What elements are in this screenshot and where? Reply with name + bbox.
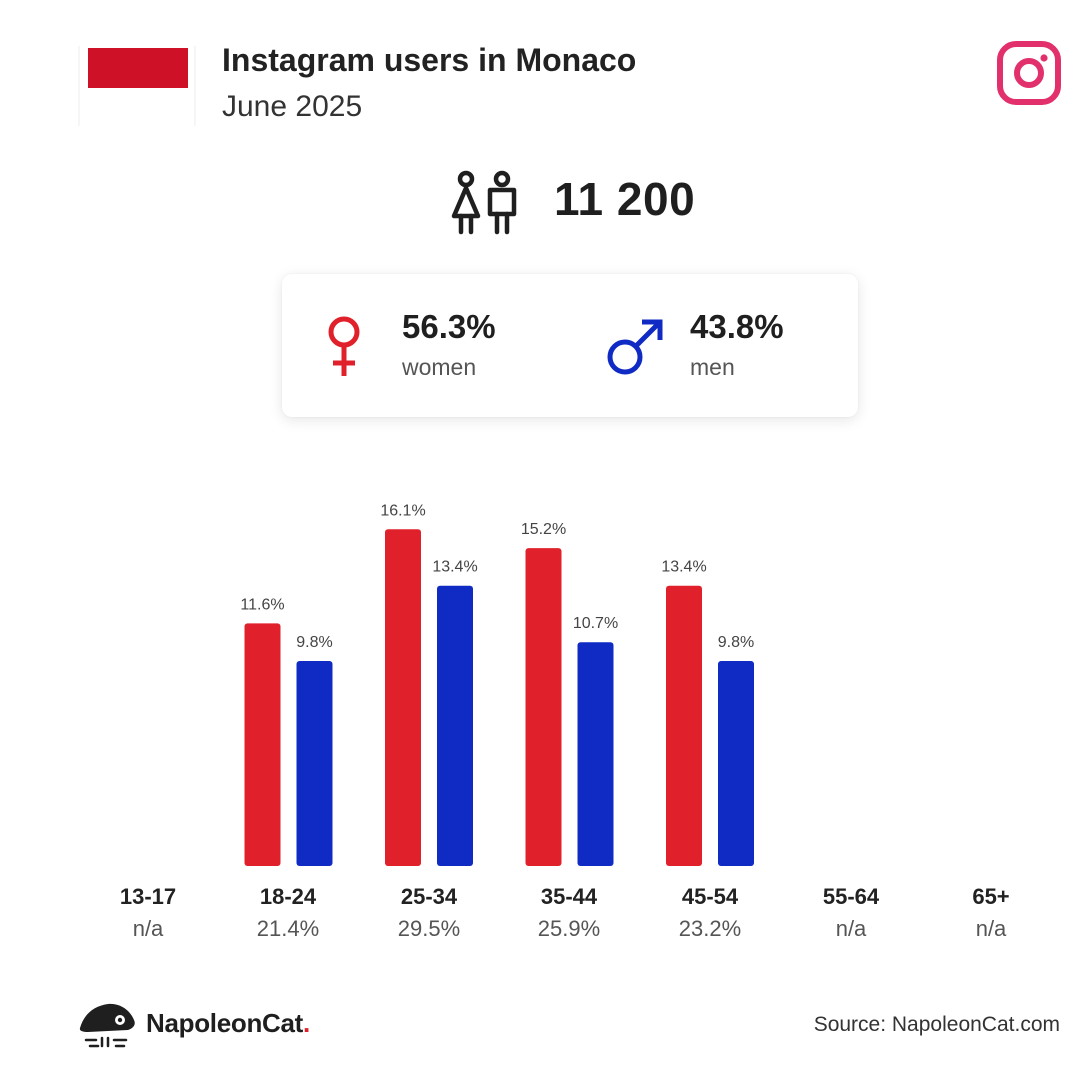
men-percentage: 43.8%: [690, 308, 784, 345]
bar-women-35-44: [525, 548, 562, 866]
total-users: 11 200: [554, 173, 696, 225]
age-group-share: 21.4%: [256, 916, 320, 941]
monaco-flag: [78, 46, 196, 126]
age-group-share: n/a: [835, 916, 867, 941]
age-group-share: 29.5%: [397, 916, 461, 941]
age-gender-bar-chart: 11.6% 9.8% 16.1% 13.4% 15.2% 10.7% 13.4% 9.8%: [240, 502, 754, 866]
bar-value-label: 9.8%: [718, 634, 754, 651]
men-label: men: [690, 354, 735, 380]
bar-men-18-24: [296, 661, 333, 866]
bar-women-18-24: [244, 623, 281, 866]
bar-men-45-54: [718, 661, 754, 866]
age-group-label: 65+: [972, 884, 1010, 909]
page-subtitle: June 2025: [222, 90, 363, 123]
bar-value-label: 15.2%: [521, 521, 566, 538]
age-group-label: 35-44: [540, 884, 598, 909]
age-group-45-54: 45-54 23.2%: [640, 884, 780, 942]
bar-value-label: 10.7%: [573, 615, 618, 632]
age-group-55-64: 55-64 n/a: [781, 884, 921, 942]
source-credit: Source: NapoleonCat.com: [813, 1013, 1060, 1036]
age-group-share: n/a: [132, 916, 164, 941]
gender-split-card: 56.3% women 43.8% men: [282, 274, 858, 417]
bar-value-label: 9.8%: [296, 634, 332, 651]
bar-women-25-34: [385, 529, 421, 866]
brand-name-text: NapoleonCat: [146, 1008, 304, 1038]
bar-men-35-44: [577, 642, 614, 866]
age-group-label: 25-34: [400, 884, 458, 909]
female-symbol-icon: [328, 316, 360, 376]
age-group-35-44: 35-44 25.9%: [499, 884, 639, 942]
bar-men-25-34: [437, 585, 473, 866]
age-group-share: 23.2%: [678, 916, 742, 941]
brand-dot: .: [303, 1008, 310, 1038]
age-group-label: 45-54: [681, 884, 739, 909]
age-group-65-plus: 65+ n/a: [921, 884, 1061, 942]
bar-value-label: 16.1%: [380, 502, 425, 519]
age-group-25-34: 25-34 29.5%: [359, 884, 499, 942]
bar-women-45-54: [666, 585, 702, 866]
bar-value-label: 11.6%: [240, 596, 284, 613]
male-symbol-icon: [607, 319, 663, 375]
page-title: Instagram users in Monaco: [222, 42, 637, 78]
age-group-18-24: 18-24 21.4%: [218, 884, 358, 942]
instagram-icon: [997, 41, 1061, 105]
bar-value-label: 13.4%: [432, 559, 477, 576]
age-group-label: 55-64: [822, 884, 880, 909]
age-group-share: n/a: [975, 916, 1007, 941]
women-label: women: [402, 354, 477, 380]
women-percentage: 56.3%: [402, 308, 496, 345]
age-group-share: 25.9%: [537, 916, 601, 941]
age-group-label: 13-17: [119, 884, 177, 909]
age-group-label: 18-24: [259, 884, 317, 909]
brand-name: NapoleonCat.: [146, 1008, 310, 1039]
napoleoncat-logo: [79, 1003, 135, 1048]
age-group-13-17: 13-17 n/a: [78, 884, 218, 942]
bar-value-label: 13.4%: [661, 559, 706, 576]
people-icon: [451, 170, 517, 235]
